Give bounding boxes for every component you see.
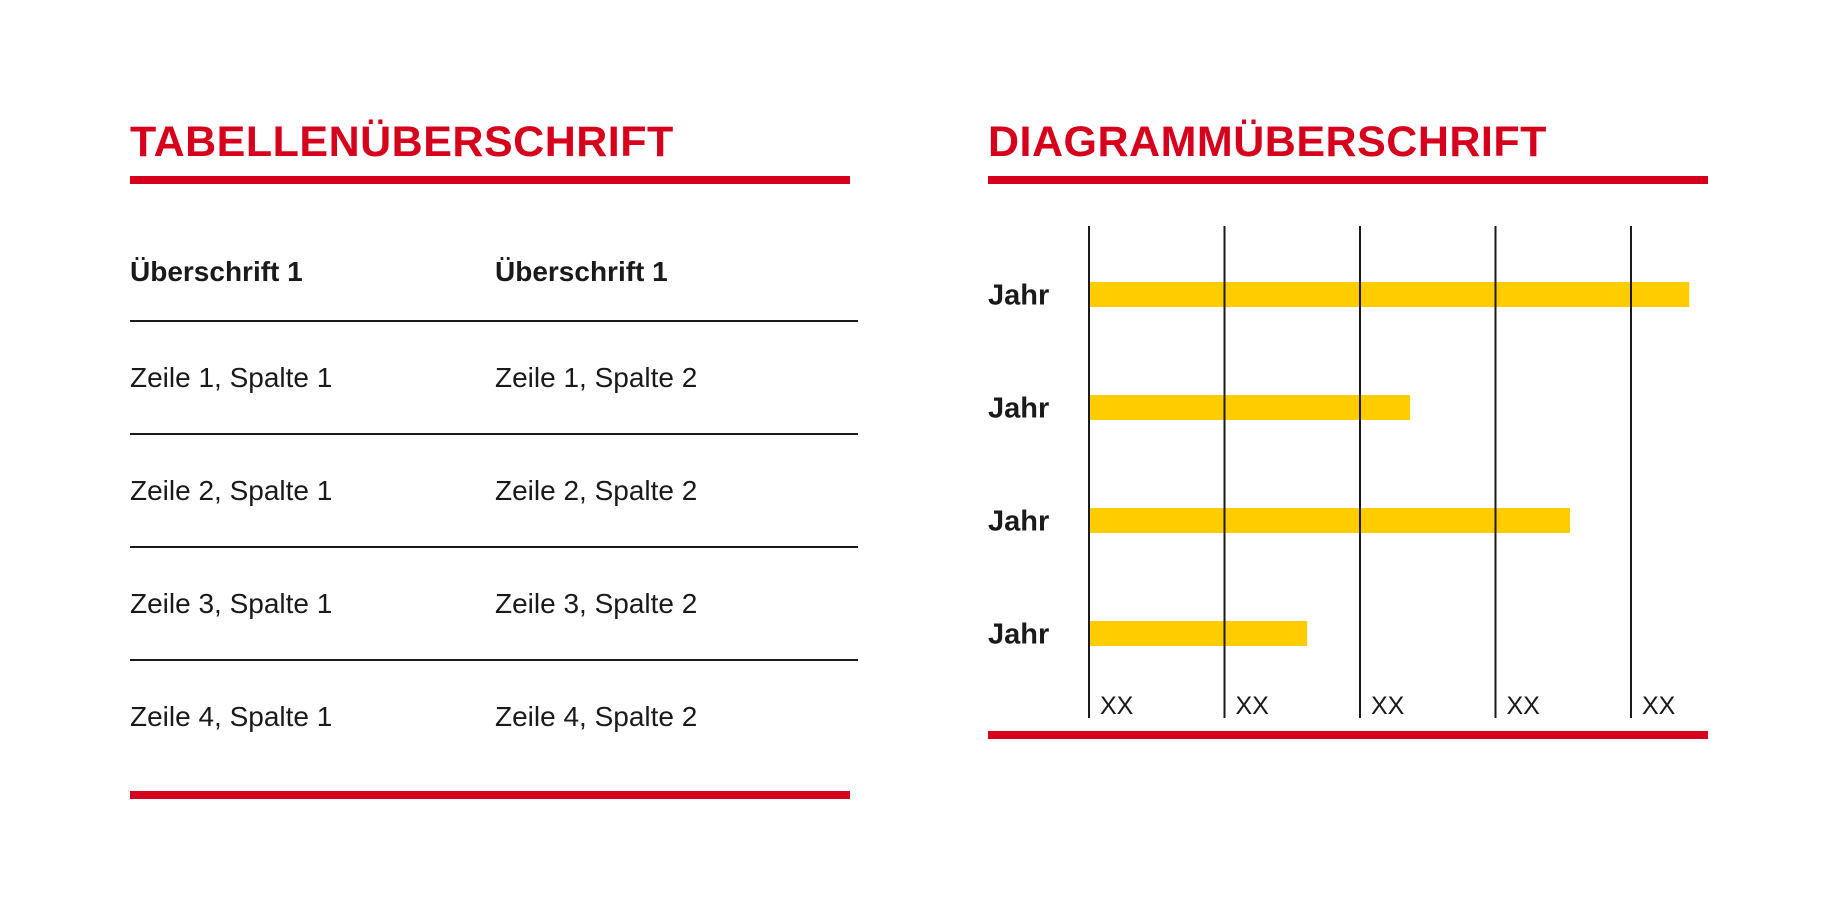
tick-label: XX xyxy=(1642,692,1676,720)
tick-label: XX xyxy=(1507,692,1541,720)
bar xyxy=(1089,621,1308,646)
table-row: Zeile 1, Spalte 1 Zeile 1, Spalte 2 xyxy=(130,321,858,435)
chart-bottom-rule xyxy=(988,731,1708,739)
category-label: Jahr xyxy=(988,393,1049,425)
chart-title: DIAGRAMMÜBERSCHRIFT xyxy=(988,118,1547,166)
bar-chart: Jahr Jahr Jahr Jahr XX XX XX XX XX xyxy=(988,226,1690,720)
table-header-cell: Überschrift 1 xyxy=(495,224,858,322)
table-row: Zeile 3, Spalte 1 Zeile 3, Spalte 2 xyxy=(130,547,858,661)
chart-panel: DIAGRAMMÜBERSCHRIFT Jahr Jahr Jahr Jahr XX XX… xyxy=(988,118,1708,739)
tick-label: XX xyxy=(1236,692,1270,720)
chart-title-rule xyxy=(988,176,1708,184)
table-row: Zeile 4, Spalte 1 Zeile 4, Spalte 2 xyxy=(130,660,858,772)
bar xyxy=(1089,395,1411,420)
category-label: Jahr xyxy=(988,506,1049,538)
table-bottom-rule xyxy=(130,791,850,799)
bar xyxy=(1089,282,1690,307)
table-cell: Zeile 3, Spalte 2 xyxy=(495,547,858,661)
table-cell: Zeile 1, Spalte 1 xyxy=(130,321,495,435)
tick-label: XX xyxy=(1100,692,1134,720)
data-table: Überschrift 1 Überschrift 1 Zeile 1, Spa… xyxy=(130,224,858,772)
tick-label: XX xyxy=(1371,692,1405,720)
table-title-rule xyxy=(130,176,850,184)
table-cell: Zeile 2, Spalte 1 xyxy=(130,434,495,548)
table-cell: Zeile 1, Spalte 2 xyxy=(495,321,858,435)
table-header-cell: Überschrift 1 xyxy=(130,224,495,322)
category-label: Jahr xyxy=(988,619,1049,651)
table-cell: Zeile 3, Spalte 1 xyxy=(130,547,495,661)
table-row: Zeile 2, Spalte 1 Zeile 2, Spalte 2 xyxy=(130,434,858,548)
table-title: TABELLENÜBERSCHRIFT xyxy=(130,118,674,166)
table-cell: Zeile 4, Spalte 1 xyxy=(130,700,333,732)
table-cell: Zeile 2, Spalte 2 xyxy=(495,434,858,548)
category-label: Jahr xyxy=(988,280,1049,312)
table-header-row: Überschrift 1 Überschrift 1 xyxy=(130,224,858,322)
table-cell: Zeile 4, Spalte 2 xyxy=(495,700,698,732)
bar xyxy=(1089,508,1571,533)
table-panel: TABELLENÜBERSCHRIFT Überschrift 1 Übersc… xyxy=(130,118,858,799)
